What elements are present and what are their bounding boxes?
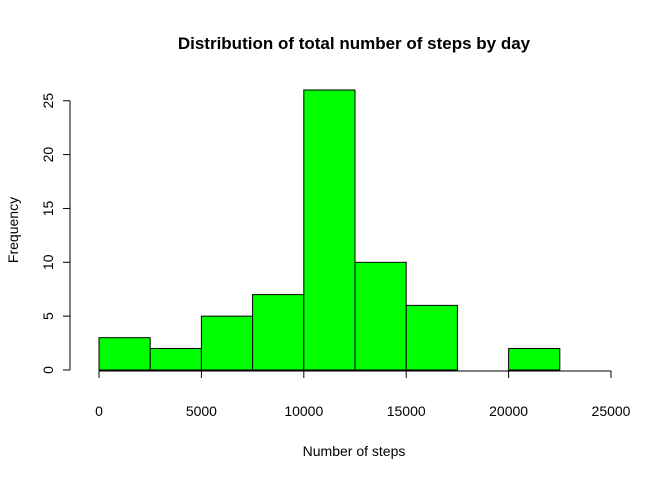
- x-tick-label: 25000: [592, 403, 631, 419]
- histogram-bar-0: [98, 337, 151, 371]
- chart-title: Distribution of total number of steps by…: [178, 34, 531, 53]
- y-tick-label: 15: [40, 200, 56, 216]
- x-tick-label: 0: [95, 403, 103, 419]
- histogram-bar-6: [405, 304, 458, 371]
- y-tick-label: 25: [40, 93, 56, 109]
- histogram-bars: [98, 89, 561, 371]
- histogram-bar-1: [149, 347, 202, 371]
- histogram-bar-4: [303, 89, 356, 371]
- x-axis-label: Number of steps: [303, 443, 406, 459]
- y-tick-label: 0: [40, 366, 56, 374]
- histogram-bar-2: [200, 315, 254, 371]
- x-tick-label: 5000: [186, 403, 217, 419]
- x-axis: 0 5000 10000 15000 20000 25000: [95, 370, 631, 419]
- x-tick-label: 15000: [387, 403, 426, 419]
- histogram-bar-5: [354, 261, 407, 371]
- y-axis: 0 5 10 15 20 25: [40, 93, 71, 374]
- y-tick-label: 5: [40, 312, 56, 320]
- x-tick-label: 20000: [489, 403, 528, 419]
- x-tick-label: 10000: [284, 403, 323, 419]
- histogram-bar-8: [508, 347, 561, 371]
- y-axis-label: Frequency: [5, 197, 21, 263]
- y-tick-label: 10: [40, 254, 56, 270]
- histogram-bar-3: [252, 294, 305, 371]
- y-tick-label: 20: [40, 147, 56, 163]
